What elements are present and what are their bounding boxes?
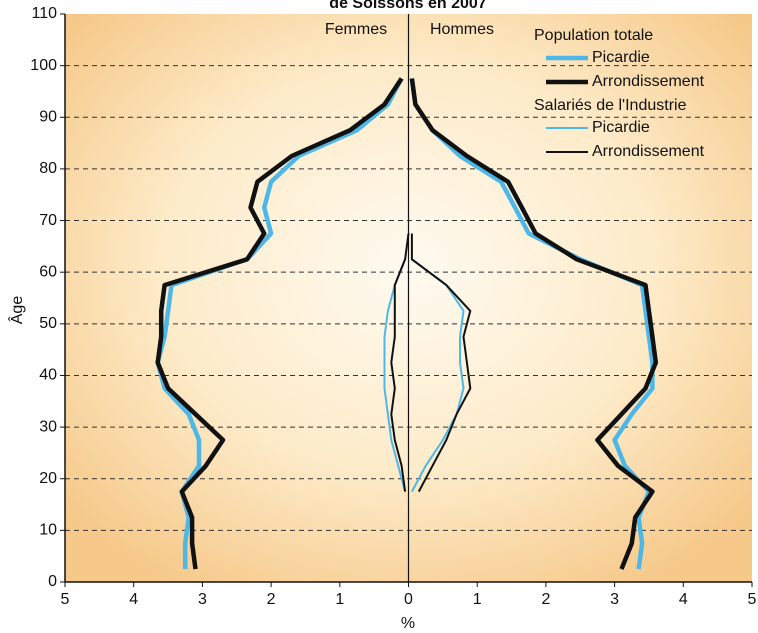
x-tick-label: 3 — [198, 591, 207, 608]
series-line — [155, 77, 404, 570]
y-tick-label: 100 — [30, 57, 57, 74]
series-line — [409, 78, 659, 570]
y-tick-label: 90 — [39, 108, 57, 125]
legend-heading: Salariés de l'Industrie — [534, 97, 687, 114]
x-tick-label: 1 — [473, 591, 482, 608]
y-tick-label: 40 — [39, 367, 57, 384]
y-axis-label: Âge — [7, 296, 26, 325]
y-tick-label: 110 — [31, 5, 57, 22]
series-line — [390, 233, 410, 492]
x-tick-label: 0 — [404, 591, 413, 608]
x-tick-label: 5 — [61, 591, 70, 608]
series-line — [410, 233, 472, 493]
y-tick-label: 70 — [39, 212, 57, 229]
legend-label: Arrondissement — [592, 143, 705, 160]
x-tick-label: 4 — [679, 591, 688, 608]
x-tick-label: 3 — [610, 591, 619, 608]
x-tick-label: 1 — [335, 591, 344, 608]
y-tick-label: 30 — [39, 418, 57, 435]
series-line — [411, 258, 465, 493]
legend-label: Arrondissement — [592, 73, 705, 90]
series-line — [383, 258, 407, 492]
y-tick-label: 50 — [39, 315, 57, 332]
y-tick-label: 80 — [39, 160, 57, 177]
x-axis-label: % — [401, 615, 415, 632]
legend-heading: Population totale — [534, 27, 653, 44]
x-tick-label: 4 — [129, 591, 138, 608]
annotation: Femmes — [325, 21, 387, 38]
x-tick-label: 5 — [748, 591, 757, 608]
y-tick-label: 20 — [39, 470, 57, 487]
y-tick-label: 0 — [48, 573, 57, 590]
x-tick-label: 2 — [541, 591, 550, 608]
y-tick-label: 10 — [39, 522, 57, 539]
annotation: Hommes — [430, 21, 494, 38]
legend-label: Picardie — [592, 49, 650, 66]
legend-label: Picardie — [592, 119, 650, 136]
x-tick-label: 2 — [267, 591, 276, 608]
y-tick-label: 60 — [39, 263, 57, 280]
chart-title: de Soissons en 2007 — [329, 0, 487, 12]
